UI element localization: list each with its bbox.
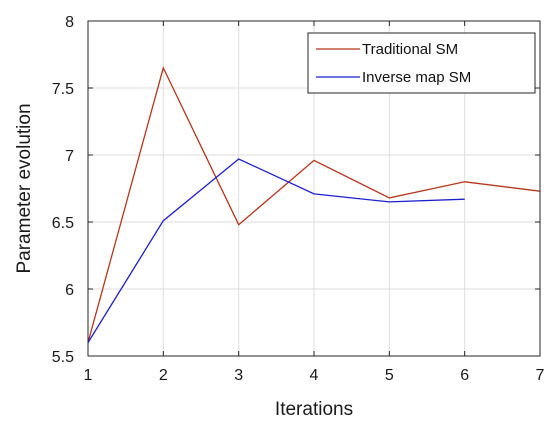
x-tick-label: 5: [385, 367, 394, 384]
y-tick-label: 7: [65, 148, 74, 165]
series-line-traditional-sm: [87, 66, 541, 343]
series-line-inverse-map-sm: [87, 158, 465, 343]
x-axis-label: Iterations: [275, 399, 353, 420]
y-tick-label: 8: [65, 14, 74, 31]
legend-label-traditional-sm: Traditional SM: [362, 41, 458, 58]
x-tick-label: 7: [536, 367, 545, 384]
legend-box: [307, 32, 536, 94]
x-tick-label: 6: [460, 367, 469, 384]
y-tick-labels: 5.5 6 6.5 7 7.5 8: [52, 14, 74, 366]
x-tick-label: 1: [84, 367, 93, 384]
x-tick-label: 2: [159, 367, 168, 384]
x-tick-label: 3: [234, 367, 243, 384]
y-tick-label: 6: [65, 282, 74, 299]
y-axis-label: Parameter evolution: [14, 103, 35, 273]
y-tick-label: 7.5: [52, 81, 74, 98]
x-tick-label: 4: [310, 367, 319, 384]
x-tick-labels: 1 2 3 4 5 6 7: [84, 367, 545, 384]
series-lines: [87, 66, 541, 343]
legend: Traditional SM Inverse map SM: [307, 32, 536, 94]
y-tick-label: 5.5: [52, 349, 74, 366]
y-tick-label: 6.5: [52, 215, 74, 232]
legend-label-inverse-map-sm: Inverse map SM: [362, 69, 471, 86]
axis-ticks: [87, 20, 541, 357]
